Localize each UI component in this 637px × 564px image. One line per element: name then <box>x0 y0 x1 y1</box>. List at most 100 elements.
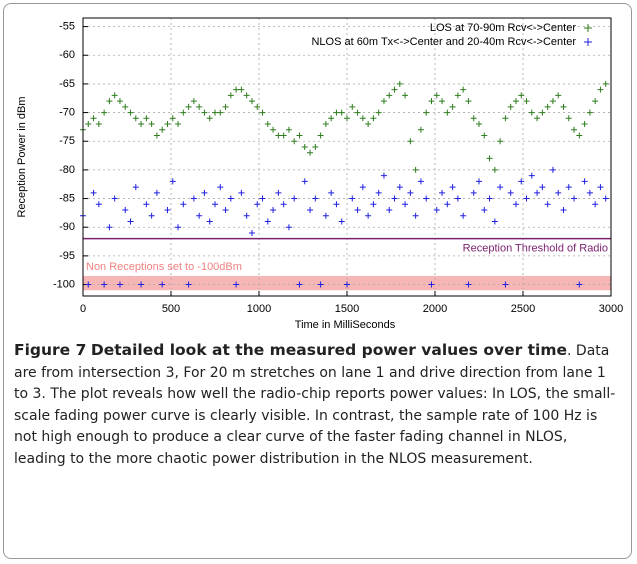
point <box>127 109 134 116</box>
point <box>454 92 461 99</box>
point <box>365 121 372 128</box>
point <box>439 98 446 105</box>
point <box>312 195 319 202</box>
point <box>412 166 419 173</box>
point <box>380 98 387 105</box>
point <box>407 189 414 196</box>
point <box>116 281 123 288</box>
point <box>95 201 102 208</box>
point <box>417 178 424 185</box>
point <box>122 103 129 110</box>
plot-frame <box>82 17 612 297</box>
point <box>212 109 218 116</box>
point <box>391 195 398 202</box>
point <box>412 212 419 219</box>
point <box>512 201 519 208</box>
point <box>217 184 224 191</box>
point <box>344 281 350 288</box>
point <box>370 201 377 208</box>
point <box>423 109 430 116</box>
point <box>196 212 203 219</box>
point <box>169 115 176 122</box>
point <box>132 115 139 122</box>
point <box>460 86 467 93</box>
point <box>275 189 282 196</box>
point <box>523 195 530 202</box>
point <box>380 172 387 179</box>
x-tick-label: 1500 <box>335 303 359 315</box>
point <box>449 184 456 191</box>
point <box>201 109 208 116</box>
point <box>243 212 250 219</box>
point <box>312 143 319 150</box>
point <box>417 126 424 133</box>
y-tick-label: -55 <box>59 21 75 33</box>
point <box>233 281 240 288</box>
y-tick-label: -80 <box>59 164 75 176</box>
point <box>116 98 123 105</box>
point <box>402 201 409 208</box>
point <box>95 121 102 128</box>
point <box>111 92 118 99</box>
point <box>285 126 292 133</box>
point <box>143 115 150 122</box>
y-tick-label: -95 <box>59 250 75 262</box>
caption-title: Detailed look at the measured power valu… <box>90 341 568 359</box>
point <box>481 132 488 139</box>
point <box>180 109 187 116</box>
x-tick-label: 500 <box>162 303 180 315</box>
point <box>491 218 498 225</box>
x-tick-label: 0 <box>80 303 86 315</box>
y-tick-label: -90 <box>59 221 75 233</box>
point <box>576 132 583 139</box>
point <box>127 218 134 225</box>
point <box>502 115 509 122</box>
point <box>291 138 298 145</box>
point <box>328 189 335 196</box>
x-axis-label: Time in MilliSeconds <box>295 319 396 330</box>
caption: Figure 7 Detailed look at the measured p… <box>14 340 620 470</box>
point <box>491 166 498 173</box>
point <box>375 109 382 116</box>
point <box>402 92 409 99</box>
x-tick-label: 2500 <box>511 303 535 315</box>
point <box>307 149 314 156</box>
point <box>470 189 477 196</box>
point <box>396 80 403 87</box>
point <box>317 132 324 139</box>
point <box>85 281 92 288</box>
point <box>248 98 255 105</box>
point <box>285 224 292 231</box>
point <box>454 195 461 202</box>
point <box>227 195 234 202</box>
point <box>322 212 329 219</box>
point <box>549 98 556 105</box>
point <box>555 189 562 196</box>
point <box>138 281 145 288</box>
point <box>270 207 277 214</box>
y-tick-label: -65 <box>59 78 75 90</box>
point <box>196 103 203 110</box>
point <box>185 103 192 110</box>
point <box>354 207 361 214</box>
point <box>433 207 440 214</box>
y-tick-label: -75 <box>59 135 75 147</box>
point <box>90 189 97 196</box>
point <box>576 281 583 288</box>
point <box>349 195 356 202</box>
point <box>460 212 467 219</box>
point <box>190 98 197 105</box>
point <box>333 201 340 208</box>
point <box>275 132 282 139</box>
point <box>370 115 377 122</box>
point <box>322 121 329 128</box>
point <box>428 281 435 288</box>
region-label: Non Receptions set to -100dBm <box>86 261 242 273</box>
point <box>106 224 113 231</box>
point <box>592 98 599 105</box>
point <box>175 224 182 231</box>
point <box>254 103 261 110</box>
point <box>291 195 298 202</box>
point <box>486 195 493 202</box>
point <box>386 92 393 99</box>
